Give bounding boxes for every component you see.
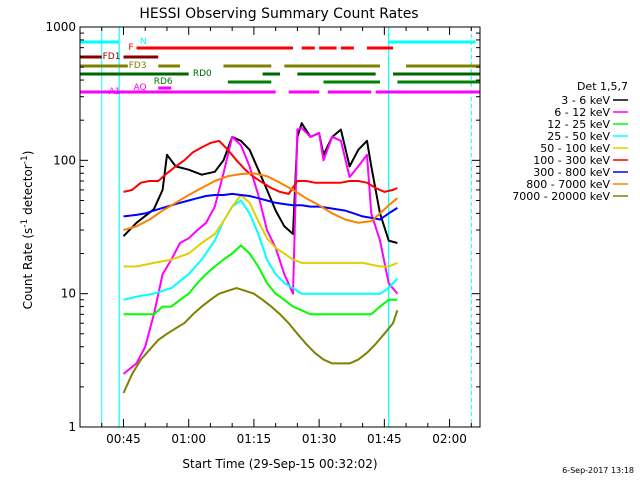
plot-area: NF FD1 FD3 RD0 RD6 AQ A1 — [80, 27, 480, 427]
x-tick-label: 01:00 — [171, 432, 206, 446]
y-tick-label: 10 — [61, 287, 76, 301]
y-axis-label-sup-2: -1 — [20, 155, 30, 164]
flag-label-rd0: RD0 — [193, 69, 212, 79]
legend-label-0: 3 - 6 keV — [561, 94, 610, 107]
y-tick-label: 1 — [68, 420, 76, 434]
series-line-5 — [123, 139, 398, 195]
legend-title: Det 1,5,7 — [577, 80, 628, 93]
y-tick-label: 1000 — [45, 20, 76, 34]
y-axis-label-end: ) — [21, 151, 35, 156]
legend-label-3: 25 - 50 keV — [547, 130, 610, 143]
flag-label-aq: AQ — [133, 83, 146, 93]
y-axis-label-main: Count Rate (s — [21, 228, 35, 310]
series-line-1 — [122, 126, 399, 375]
x-tick-label: 00:45 — [106, 432, 141, 446]
flag-label-fd3: FD3 — [129, 61, 147, 71]
legend-label-1: 6 - 12 keV — [554, 106, 610, 119]
legend-label-6: 300 - 800 keV — [533, 166, 610, 179]
legend-label-5: 100 - 300 keV — [533, 154, 610, 167]
series-line-8 — [122, 287, 399, 394]
series-line-0 — [122, 122, 398, 244]
y-axis: 1 10 100 1000 — [45, 20, 480, 434]
flag-label-rd6: RD6 — [154, 77, 173, 87]
x-tick-label: 01:45 — [367, 432, 402, 446]
plot-frame — [79, 26, 481, 428]
chart-title: HESSI Observing Summary Count Rates — [139, 6, 418, 22]
flag-label-a1: A1 — [109, 87, 121, 97]
legend-label-8: 7000 - 20000 keV — [512, 190, 610, 203]
y-axis-label-rest: detector — [21, 164, 35, 219]
series-line-7 — [123, 172, 399, 232]
x-axis: 00:45 01:00 01:15 01:30 01:45 02:00 — [101, 27, 472, 446]
y-axis-label: Count Rate (s-1 detector-1) — [20, 151, 35, 310]
y-tick-label: 100 — [53, 153, 76, 167]
series-line-3 — [123, 199, 399, 301]
series-line-4 — [123, 194, 398, 268]
x-tick-label: 01:30 — [302, 432, 337, 446]
footer-timestamp: 6-Sep-2017 13:18 — [562, 466, 634, 475]
legend-label-2: 12 - 25 keV — [547, 118, 610, 131]
flag-label-n: N — [140, 37, 147, 47]
x-tick-label: 02:00 — [432, 432, 467, 446]
flag-label-fd1: FD1 — [103, 52, 121, 62]
x-tick-label: 01:15 — [237, 432, 272, 446]
series-line-2 — [123, 244, 398, 316]
legend-label-7: 800 - 7000 keV — [526, 178, 610, 191]
flag-label-f: F — [128, 43, 133, 53]
legend-label-4: 50 - 100 keV — [540, 142, 610, 155]
x-axis-label: Start Time (29-Sep-15 00:32:02) — [182, 457, 377, 471]
y-axis-label-sup: -1 — [20, 219, 30, 228]
